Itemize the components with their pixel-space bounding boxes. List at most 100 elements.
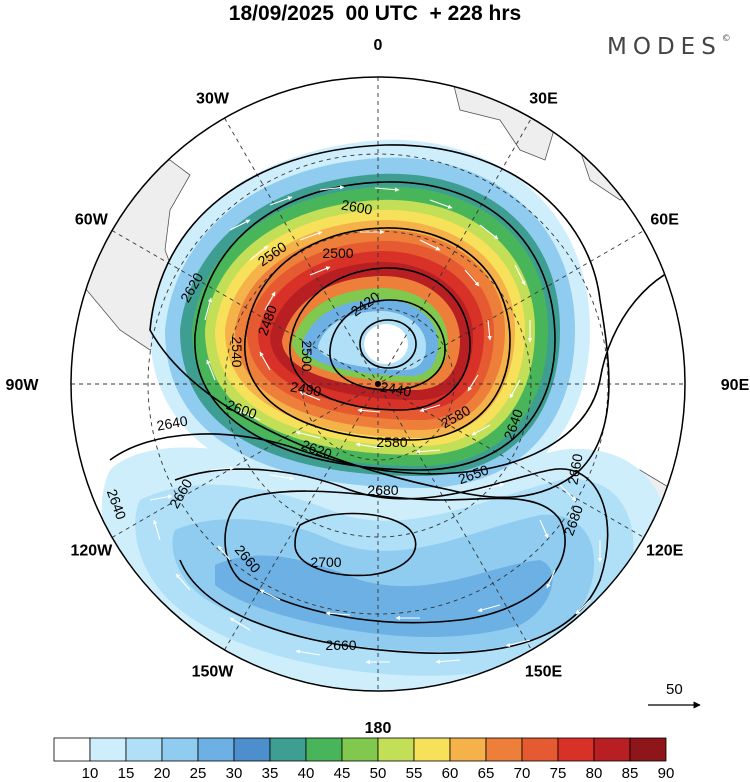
colorbar-tick-label: 70 — [514, 765, 531, 782]
contour-label: 2440 — [379, 378, 413, 399]
wind-arrow — [175, 573, 191, 591]
wind-arrow — [487, 319, 492, 341]
brand-logo: MODES© — [607, 34, 731, 60]
contour-label: 2500 — [299, 340, 315, 371]
wind-arrow — [429, 199, 453, 209]
wind-arrow — [209, 466, 235, 471]
contour-label-text: 2540 — [229, 336, 245, 367]
contour-label-text: 2660 — [325, 637, 356, 653]
colorbar-swatch — [521, 737, 559, 762]
colorbar-tick-label: 60 — [442, 765, 459, 782]
colorbar-tick-label: 75 — [550, 765, 567, 782]
wind-arrow — [435, 659, 461, 664]
wind-arrow — [546, 569, 556, 589]
contour-label-text: 2680 — [367, 482, 398, 498]
wind-arrow — [217, 545, 231, 561]
wind-arrow — [269, 196, 293, 206]
colorbar-tick-label: 20 — [154, 765, 171, 782]
wind-arrow — [477, 604, 501, 613]
contour-2640-south — [109, 259, 685, 475]
colorbar-swatch — [89, 737, 127, 762]
contour-2680 — [224, 490, 566, 624]
colorbar-swatch — [161, 737, 199, 762]
longitude-label: 90E — [721, 377, 750, 394]
band-southern-jet-30 — [215, 555, 553, 637]
contour-label-text: 2700 — [310, 554, 341, 570]
wind-arrow — [505, 639, 531, 648]
longitude-label: 120E — [646, 543, 684, 560]
longitude-label: 120W — [70, 543, 113, 560]
band-vortex-core — [364, 324, 408, 364]
contour-2700 — [294, 512, 417, 577]
contour-label: 2660 — [325, 637, 356, 653]
colorbar-swatch — [413, 737, 451, 762]
wind-arrow — [206, 359, 216, 381]
colorbar-swatch — [197, 737, 235, 762]
colorbar: 10 15 20 25 30 35 40 45 50 55 60 65 70 75 80 85 90 — [53, 737, 674, 782]
colorbar-swatch — [125, 737, 163, 762]
contour-2480 — [289, 267, 471, 411]
contour-label-text: 2490 — [289, 378, 323, 399]
colorbar-tick-label: 85 — [622, 765, 639, 782]
wind-arrow — [204, 297, 213, 321]
wind-arrow — [153, 519, 161, 541]
contour-label: 2600 — [340, 196, 374, 217]
wind-arrow — [539, 519, 549, 539]
wind-arrow — [249, 245, 269, 261]
contour-label: 2660 — [564, 452, 585, 486]
wind-arrow — [299, 231, 323, 241]
contour-label-text: 2500 — [299, 340, 315, 371]
brand-name: MODES — [607, 34, 722, 60]
wind-arrow — [295, 430, 321, 439]
contour-label: 2490 — [289, 378, 323, 399]
wind-arrow — [479, 224, 499, 240]
contour-2600 — [194, 181, 556, 471]
colorbar-tick-label: 10 — [82, 765, 99, 782]
wind-arrow — [355, 442, 381, 449]
colorbar-tick-label: 25 — [190, 765, 207, 782]
longitude-label: 30W — [196, 90, 230, 107]
longitude-label: 60W — [75, 212, 109, 229]
colorbar-tick-label: 40 — [298, 765, 315, 782]
colorbar-swatch — [53, 737, 91, 762]
vector-reference-label: 50 — [666, 681, 683, 698]
contour-2540 — [244, 227, 511, 441]
longitude-labels: 0 30E 60E 90E 120E 150E 180 150W 120W 90W 60W 30W — [6, 37, 750, 737]
map-boundary — [70, 76, 686, 692]
contour-2660 — [174, 468, 609, 655]
longitude-label: 0 — [374, 37, 383, 54]
wind-arrow — [237, 409, 261, 421]
colorbar-swatch — [593, 737, 631, 762]
wind-arrow — [299, 391, 321, 401]
contour-label: 2640 — [155, 412, 189, 433]
colorbar-swatch — [557, 737, 595, 762]
colorbar-swatch — [377, 737, 415, 762]
wind-arrow — [259, 589, 281, 601]
height-contours — [109, 144, 685, 655]
wind-arrow — [509, 379, 521, 399]
contour-label: 2680 — [367, 482, 398, 498]
contour-label-text: 2440 — [379, 378, 413, 399]
wind-arrow — [464, 269, 480, 287]
latitude-circle-1 — [301, 307, 455, 461]
wind-arrow — [374, 187, 400, 192]
contour-label: 2700 — [310, 554, 341, 570]
contour-2420 — [329, 299, 446, 391]
wind-speed-fill — [101, 139, 669, 691]
colorbar-tick-label: 15 — [118, 765, 135, 782]
wind-arrow — [319, 185, 345, 191]
map-title: 18/09/2025 00 UTC + 228 hrs — [228, 2, 522, 25]
wind-arrow — [309, 266, 331, 276]
wind-arrow — [479, 482, 505, 491]
wind-arrow — [559, 484, 577, 502]
longitude-label: 90W — [6, 377, 40, 394]
colorbar-tick-label: 30 — [226, 765, 243, 782]
wind-arrow — [229, 617, 251, 631]
colorbar-swatch — [305, 737, 343, 762]
wind-arrow — [149, 494, 173, 501]
wind-arrow — [471, 424, 491, 436]
contour-label-text: 2580 — [376, 434, 407, 450]
contour-label-text: 2640 — [155, 412, 189, 433]
wind-arrow — [514, 264, 526, 286]
colorbar-tick-label: 45 — [334, 765, 351, 782]
